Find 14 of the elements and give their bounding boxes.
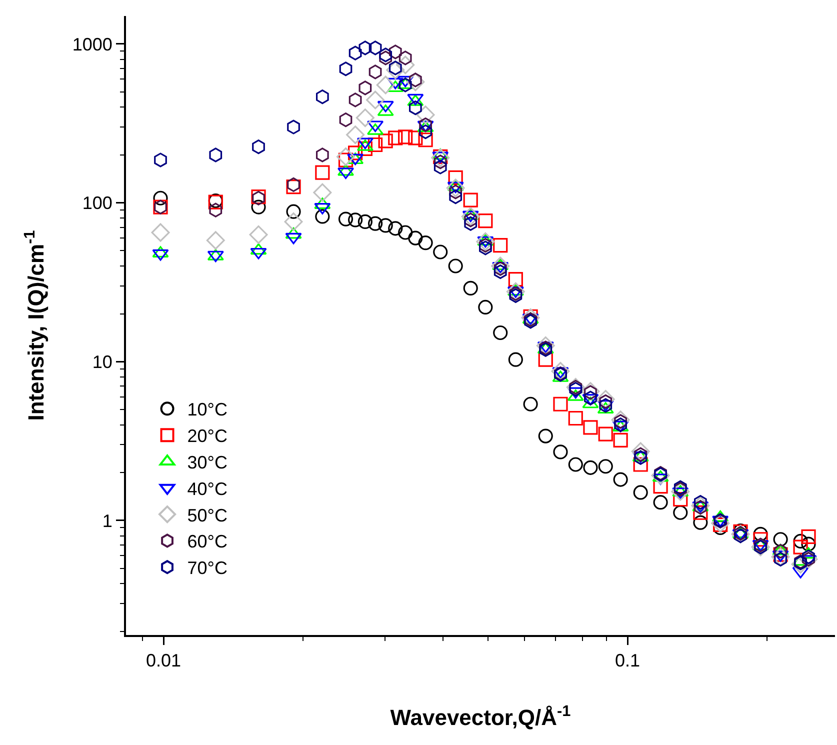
y-tick-label: 100	[82, 193, 112, 214]
y-tick-label: 1	[102, 510, 112, 531]
legend-label: 20°C	[187, 426, 228, 446]
legend-label: 70°C	[187, 558, 228, 578]
x-axis-title: Wavevector,Q/Å$^{-1}$	[390, 702, 572, 730]
x-tick-label: 0.01	[146, 650, 182, 671]
y-tick-label: 1000	[72, 34, 112, 54]
legend-label: 40°C	[187, 478, 228, 499]
legend-label: 30°C	[187, 452, 228, 472]
legend-label: 50°C	[187, 505, 228, 526]
legend-label: 60°C	[187, 532, 228, 552]
x-tick-label: 0.1	[615, 650, 640, 671]
legend-label: 10°C	[187, 400, 228, 420]
y-tick-label: 10	[92, 352, 112, 372]
